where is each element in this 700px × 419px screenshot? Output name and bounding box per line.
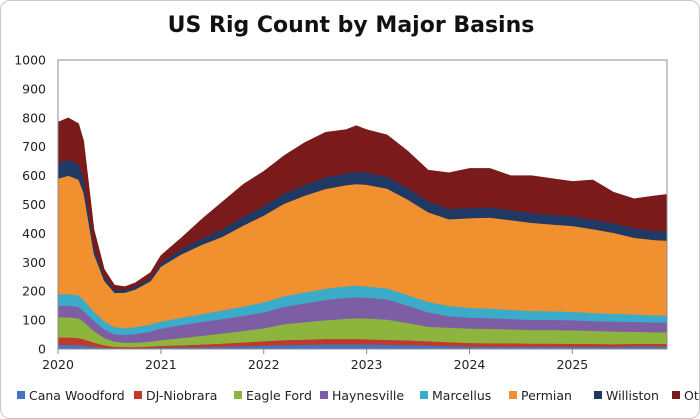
legend-label-permian: Permian (521, 388, 572, 403)
legend-label-eagle-ford: Eagle Ford (246, 388, 312, 403)
y-tick-label: 200 (22, 284, 46, 299)
legend-label-marcellus: Marcellus (432, 388, 491, 403)
x-tick-label: 2025 (556, 357, 588, 372)
legend-swatch-marcellus (420, 391, 428, 399)
legend-swatch-dj-niobrara (134, 391, 142, 399)
x-tick-label: 2022 (248, 357, 280, 372)
plot-border (57, 59, 668, 350)
legend-label-haynesville: Haynesville (332, 388, 404, 403)
y-tick-label: 1000 (14, 53, 46, 68)
y-tick-label: 900 (22, 81, 46, 96)
y-tick-label: 600 (22, 168, 46, 183)
legend-label-others: Others (684, 388, 700, 403)
legend-swatch-others (672, 391, 680, 399)
legend-swatch-eagle-ford (234, 391, 242, 399)
x-tick-label: 2021 (145, 357, 177, 372)
legend-label-cana-woodford: Cana Woodford (29, 388, 125, 403)
x-tick-label: 2024 (454, 357, 486, 372)
legend-label-williston: Williston (606, 388, 659, 403)
legend-swatch-cana-woodford (17, 391, 25, 399)
x-tick-label: 2023 (351, 357, 383, 372)
y-tick-label: 0 (38, 342, 46, 357)
legend-label-dj-niobrara: DJ-Niobrara (146, 388, 217, 403)
y-tick-label: 400 (22, 226, 46, 241)
y-tick-label: 100 (22, 313, 46, 328)
y-tick-label: 300 (22, 255, 46, 270)
x-tick-label: 2020 (42, 357, 74, 372)
legend-swatch-haynesville (320, 391, 328, 399)
y-tick-label: 800 (22, 110, 46, 125)
legend-swatch-permian (509, 391, 517, 399)
legend-swatch-williston (594, 391, 602, 399)
y-tick-label: 700 (22, 139, 46, 154)
chart-title: US Rig Count by Major Basins (167, 13, 535, 38)
y-tick-label: 500 (22, 197, 46, 212)
